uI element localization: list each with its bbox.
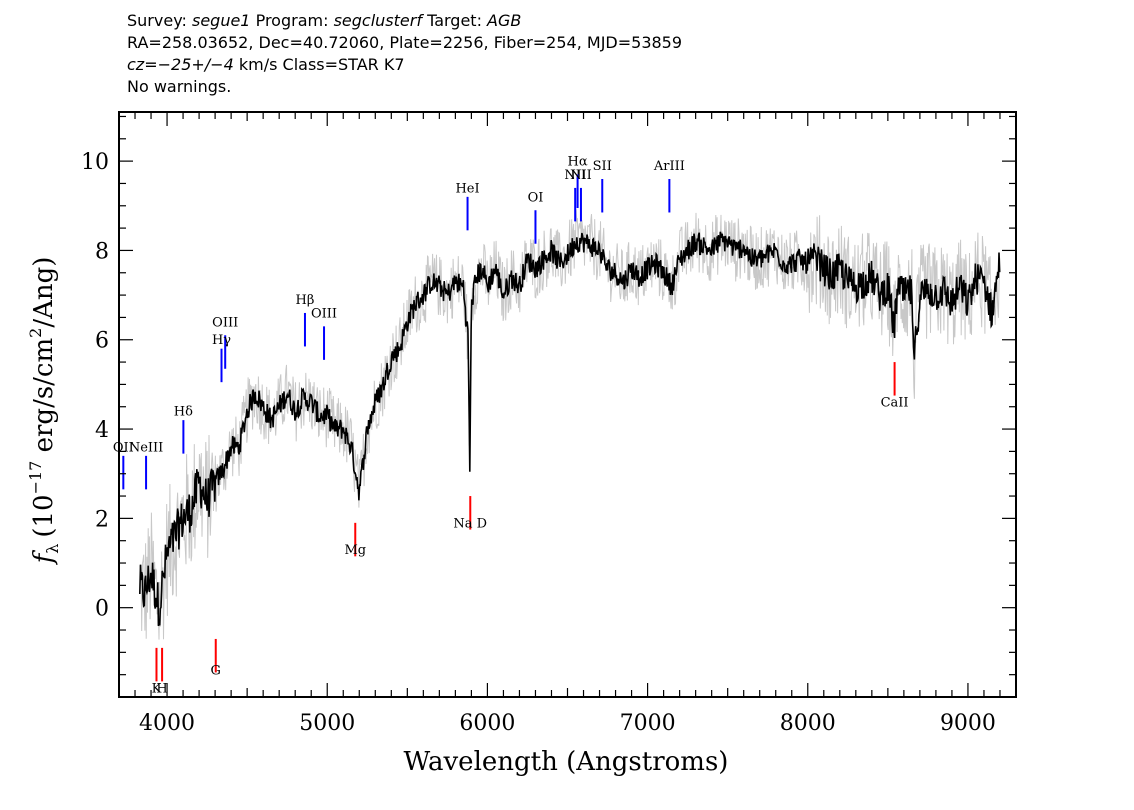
y-tick-label: 4 xyxy=(95,418,109,443)
flux-trace xyxy=(139,231,1001,627)
cz-label: cz xyxy=(127,55,145,74)
line-label: CaII xyxy=(881,396,909,411)
y-label-part-c: /Ang) xyxy=(29,257,59,328)
x-tick-label: 5000 xyxy=(299,711,355,736)
program-label: Program: xyxy=(255,11,329,30)
line-label: Mg xyxy=(344,543,366,558)
y-tick-label: 2 xyxy=(95,507,109,532)
y-tick-label: 0 xyxy=(95,597,109,622)
line-label: G xyxy=(211,664,221,679)
line-label: ArIII xyxy=(653,159,685,174)
y-axis-label: fλ(10−17 erg/s/cm2/Ang) xyxy=(26,257,62,566)
line-label: Hδ xyxy=(174,405,193,420)
spectrum-header: Survey: segue1 Program: segclusterf Targ… xyxy=(127,10,682,98)
x-tick-label: 4000 xyxy=(139,711,195,736)
x-tick-label: 9000 xyxy=(940,711,996,736)
y-label-part-a: (10 xyxy=(29,494,59,537)
line-label: OIII xyxy=(311,306,337,321)
cz-value: =−25+/−4 xyxy=(144,55,234,74)
line-label: Hα xyxy=(568,155,588,170)
y-tick-labels: 0 2 4 6 8 10 xyxy=(81,150,109,622)
line-label: SII xyxy=(593,159,612,174)
x-tick-label: 7000 xyxy=(620,711,676,736)
axis-ticks xyxy=(118,112,1017,698)
line-label: OII xyxy=(113,440,134,455)
y-label-exp2: 2 xyxy=(26,328,45,338)
line-label: Hγ xyxy=(212,333,231,348)
x-tick-label: 8000 xyxy=(780,711,836,736)
target-value: AGB xyxy=(487,11,522,30)
y-label-exp1: −17 xyxy=(26,461,45,495)
line-label: NeIII xyxy=(129,440,163,455)
target-label: Target: xyxy=(427,11,482,30)
flux-line xyxy=(139,231,1001,627)
line-label: NII xyxy=(570,168,592,183)
y-tick-label: 10 xyxy=(81,150,109,175)
flux-error-band xyxy=(139,209,1001,640)
class-text: km/s Class=STAR K7 xyxy=(233,55,405,74)
y-tick-label: 8 xyxy=(95,239,109,264)
x-tick-labels: 4000 5000 6000 7000 8000 9000 xyxy=(139,711,996,736)
line-label: Na D xyxy=(453,516,487,531)
line-label: OI xyxy=(528,190,544,205)
x-tick-label: 6000 xyxy=(459,711,515,736)
y-label-sub: λ xyxy=(43,544,62,554)
line-label: K xyxy=(152,682,162,697)
flux-error-trace xyxy=(139,209,1001,640)
header-line-coordinates: RA=258.03652, Dec=40.72060, Plate=2256, … xyxy=(127,33,683,52)
line-label: NII xyxy=(564,168,586,183)
program-value: segclusterf xyxy=(333,11,422,30)
header-line-redshift: cz=−25+/−4 km/s Class=STAR K7 xyxy=(127,54,682,76)
y-tick-label: 6 xyxy=(95,329,109,354)
line-label: H xyxy=(156,682,167,697)
header-line-warnings: No warnings. xyxy=(127,77,232,96)
survey-label: Survey: xyxy=(127,11,187,30)
line-label: HeI xyxy=(455,181,479,196)
line-label: Hβ xyxy=(296,293,315,308)
y-label-part-b: erg/s/cm xyxy=(29,338,59,461)
x-axis-label: Wavelength (Angstroms) xyxy=(404,747,729,777)
line-label: OIII xyxy=(212,315,238,330)
survey-value: segue1 xyxy=(191,11,251,30)
header-line-survey: Survey: segue1 Program: segclusterf Targ… xyxy=(127,10,682,32)
